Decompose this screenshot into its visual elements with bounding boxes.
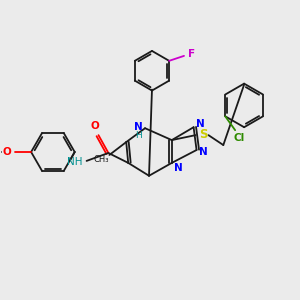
Text: H: H [135, 130, 142, 140]
Text: Cl: Cl [233, 133, 245, 143]
Text: CH₃: CH₃ [94, 155, 109, 164]
Text: N: N [196, 119, 205, 129]
Text: N: N [134, 122, 142, 132]
Text: F: F [188, 49, 196, 59]
Text: NH: NH [67, 157, 83, 167]
Text: O: O [90, 121, 99, 131]
Text: N: N [199, 147, 208, 157]
Text: S: S [199, 128, 208, 141]
Text: O: O [3, 147, 12, 157]
Text: N: N [174, 163, 183, 173]
